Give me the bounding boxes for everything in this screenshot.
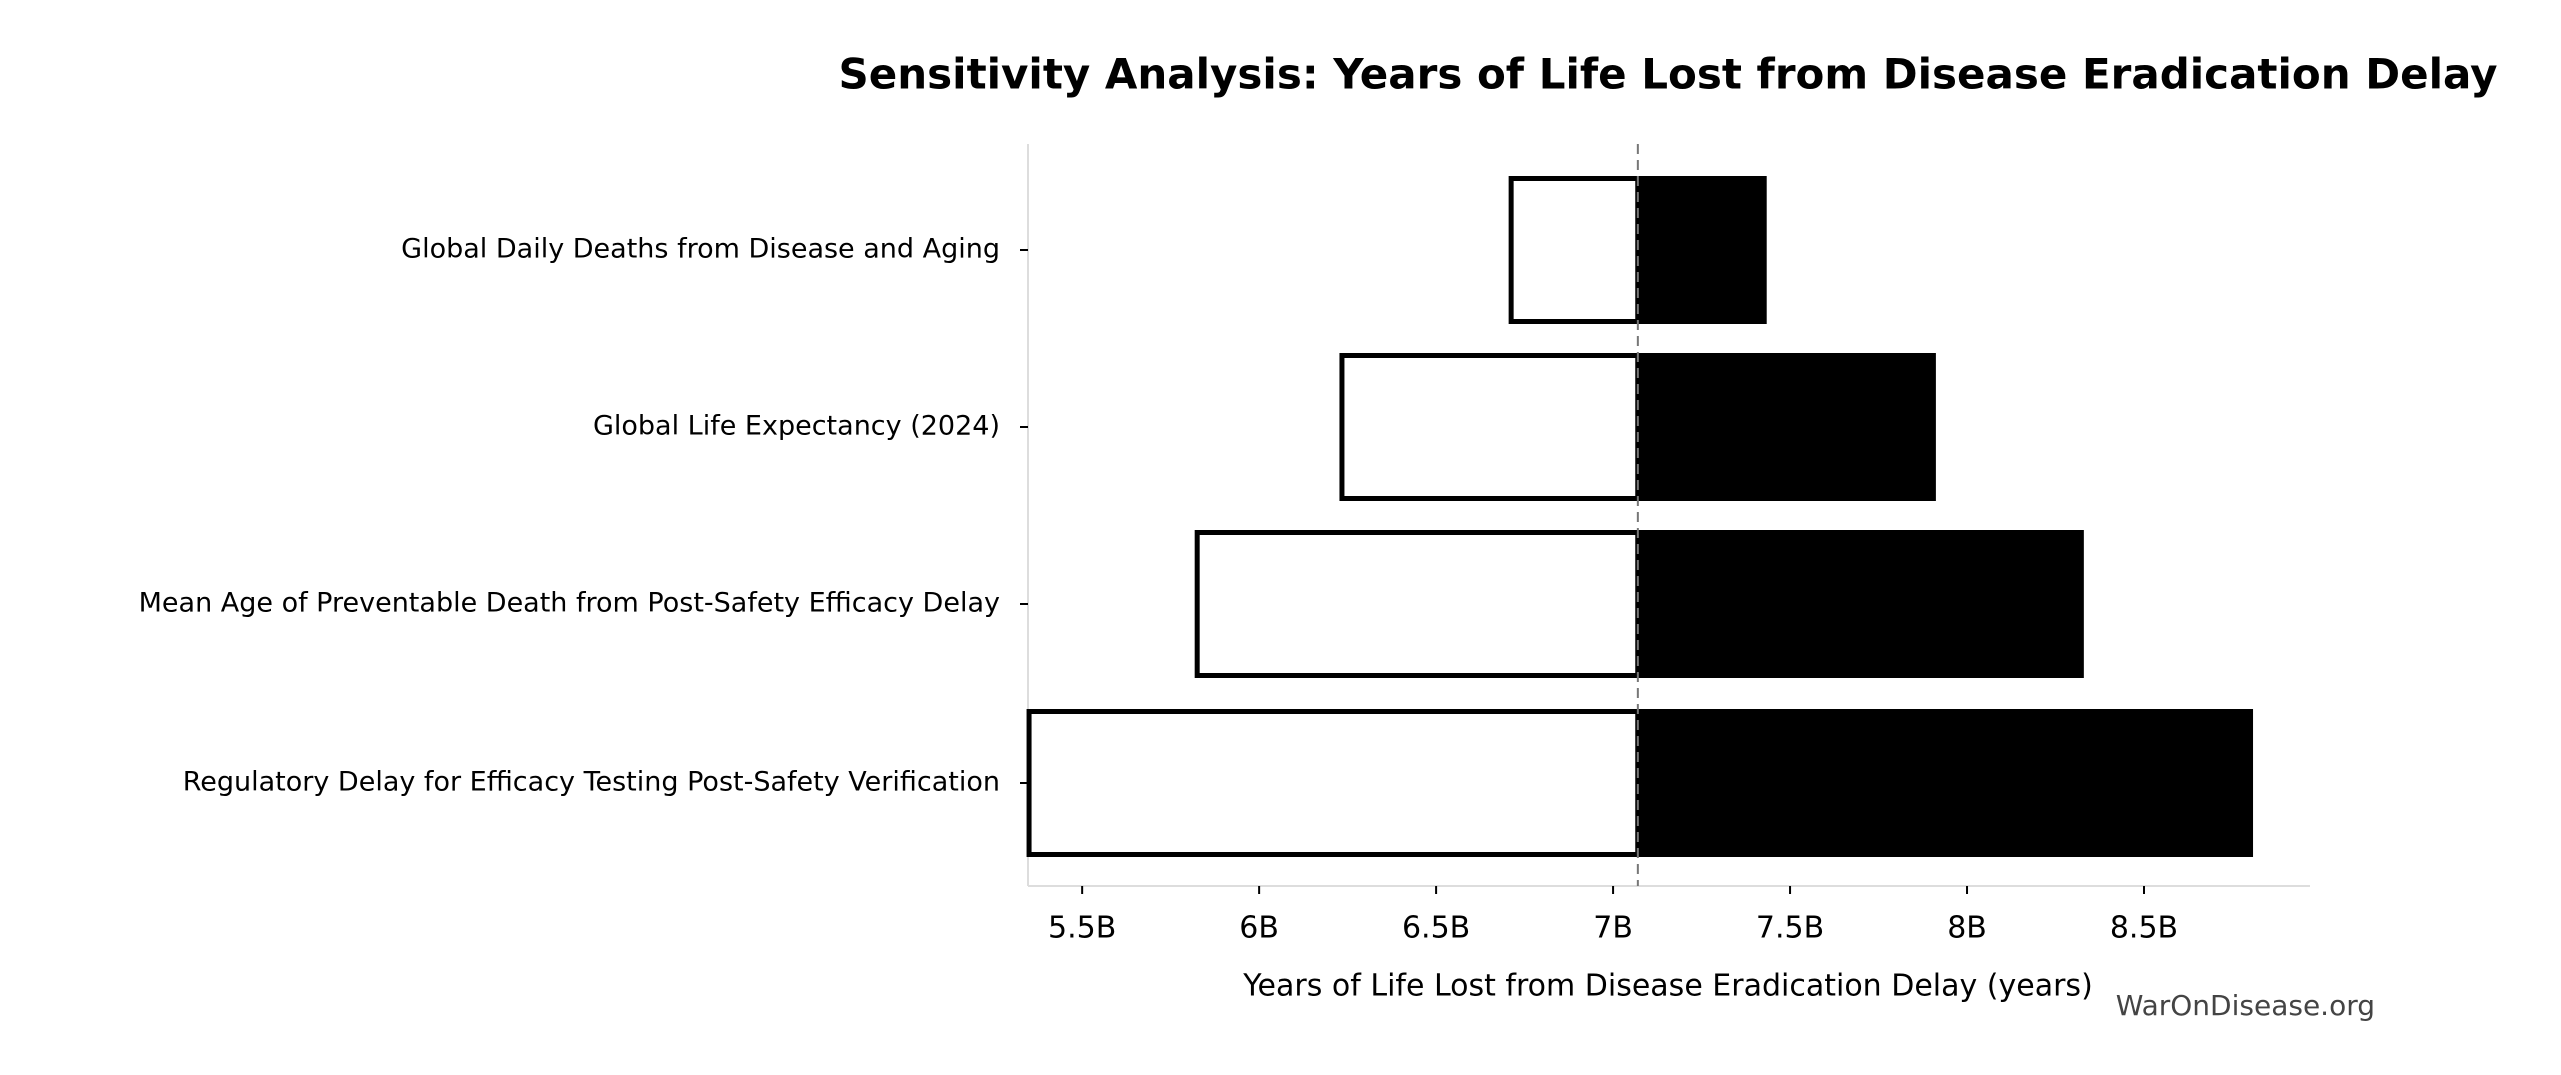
bar	[1635, 353, 1936, 501]
watermark: WarOnDisease.org	[2116, 989, 2375, 1022]
x-tick-label: 6B	[1239, 911, 1279, 946]
bar	[1508, 176, 1641, 324]
x-tick-label: 6.5B	[1402, 911, 1470, 946]
bar	[1339, 353, 1641, 501]
bar	[1635, 709, 2254, 857]
y-tick-label: Global Life Expectancy (2024)	[593, 411, 1000, 442]
bar	[1635, 176, 1767, 324]
bar	[1026, 709, 1641, 857]
y-tick-label: Global Daily Deaths from Disease and Agi…	[401, 234, 1000, 265]
x-tick-label: 7B	[1593, 911, 1633, 946]
x-tick-label: 8B	[1947, 911, 1987, 946]
bar	[1635, 530, 2084, 678]
x-tick-label: 7.5B	[1756, 911, 1824, 946]
y-tick-label: Mean Age of Preventable Death from Post-…	[139, 588, 1000, 619]
x-axis-label: Years of Life Lost from Disease Eradicat…	[1242, 969, 2093, 1004]
x-tick-label: 5.5B	[1048, 911, 1116, 946]
x-tick-label: 8.5B	[2110, 911, 2178, 946]
y-tick-label: Regulatory Delay for Efficacy Testing Po…	[183, 767, 1000, 798]
bar	[1194, 530, 1641, 678]
chart-title: Sensitivity Analysis: Years of Life Lost…	[839, 50, 2498, 99]
